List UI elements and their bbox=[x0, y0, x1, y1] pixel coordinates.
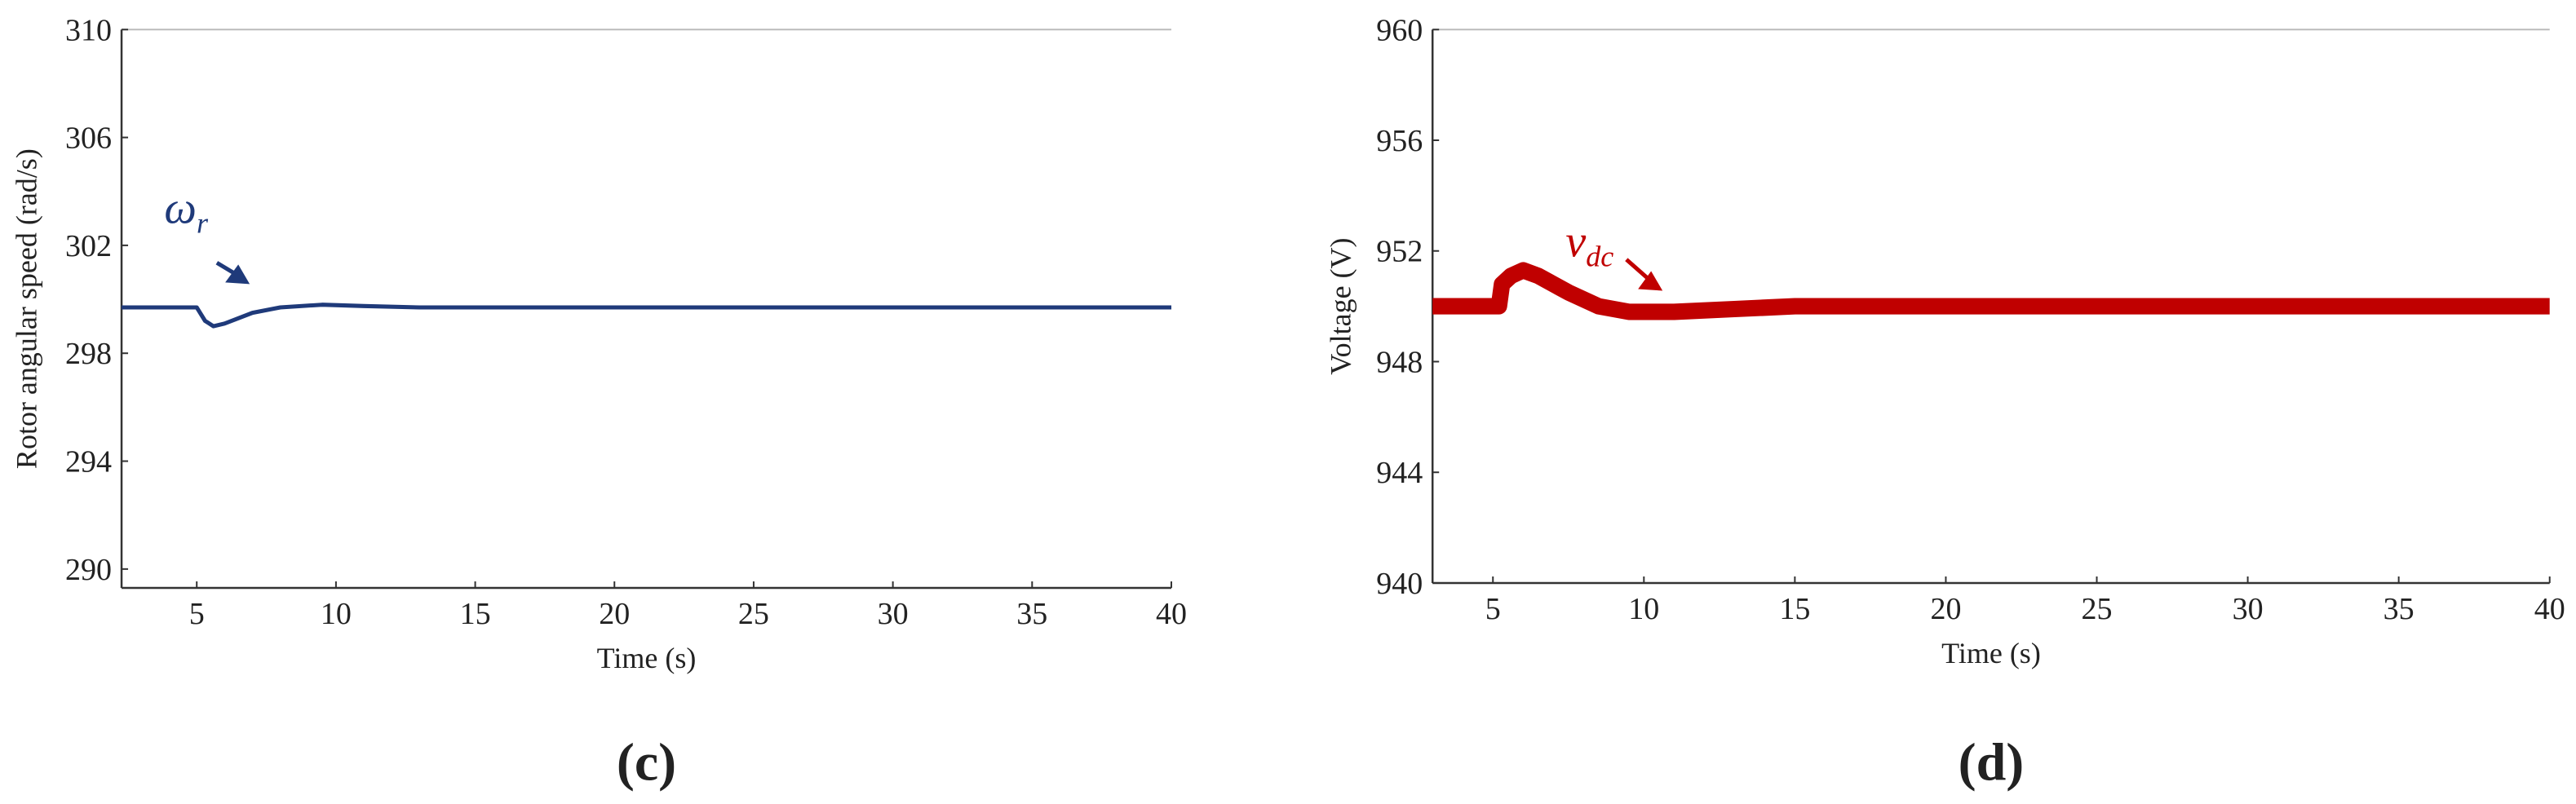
line-annotation: vdc bbox=[1565, 217, 1613, 273]
data-line bbox=[1432, 262, 2550, 320]
panel-label: (d) bbox=[1959, 733, 2025, 793]
y-tick-label: 960 bbox=[1376, 13, 1423, 47]
x-axis-label: Time (s) bbox=[597, 642, 697, 674]
annotation-symbol: ω bbox=[164, 183, 197, 233]
y-tick-label: 310 bbox=[65, 13, 112, 47]
y-tick-label: 298 bbox=[65, 337, 112, 371]
y-tick-label: 952 bbox=[1376, 235, 1423, 269]
x-tick-label: 20 bbox=[1930, 592, 1961, 626]
y-tick-label: 940 bbox=[1376, 567, 1423, 601]
x-tick-label: 25 bbox=[2082, 592, 2113, 626]
data-line bbox=[122, 303, 1171, 329]
x-tick-label: 5 bbox=[189, 597, 205, 631]
x-tick-label: 5 bbox=[1485, 592, 1501, 626]
x-tick-label: 10 bbox=[1628, 592, 1659, 626]
x-tick-label: 35 bbox=[2383, 592, 2414, 626]
y-axis-label: Rotor angular speed (rad/s) bbox=[10, 148, 42, 469]
x-tick-label: 10 bbox=[321, 597, 352, 631]
arrow-head bbox=[1638, 271, 1663, 291]
y-tick-label: 306 bbox=[65, 121, 112, 156]
annotation-subscript: r bbox=[197, 206, 209, 239]
x-tick-label: 35 bbox=[1016, 597, 1047, 631]
x-tick-label: 40 bbox=[2534, 592, 2565, 626]
y-tick-label: 944 bbox=[1376, 456, 1423, 490]
y-tick-label: 956 bbox=[1376, 124, 1423, 158]
panel-label: (c) bbox=[617, 733, 676, 793]
x-tick-label: 15 bbox=[460, 597, 491, 631]
x-tick-label: 30 bbox=[2233, 592, 2264, 626]
x-tick-label: 40 bbox=[1156, 597, 1187, 631]
x-tick-label: 30 bbox=[878, 597, 909, 631]
panel: 940 944 948 952 956 960 5 10 15 20 25 30 35 40 Time (s… bbox=[1325, 13, 2565, 792]
y-axis-label: Voltage (V) bbox=[1325, 237, 1357, 374]
y-tick-label: 948 bbox=[1376, 345, 1423, 379]
y-tick-label: 302 bbox=[65, 229, 112, 263]
x-tick-label: 25 bbox=[738, 597, 769, 631]
annotation-subscript: dc bbox=[1586, 241, 1613, 273]
y-tick-label: 290 bbox=[65, 553, 112, 587]
panel: 290 294 298 302 306 310 5 10 15 20 25 30 35 40 Time (s… bbox=[10, 13, 1187, 792]
arrow-head bbox=[225, 264, 250, 285]
x-tick-label: 15 bbox=[1779, 592, 1810, 626]
x-tick-label: 20 bbox=[599, 597, 630, 631]
annotation-symbol: v bbox=[1565, 217, 1586, 267]
line-annotation: ωr bbox=[164, 183, 209, 239]
y-tick-label: 294 bbox=[65, 445, 112, 479]
x-axis-label: Time (s) bbox=[1941, 637, 2041, 669]
